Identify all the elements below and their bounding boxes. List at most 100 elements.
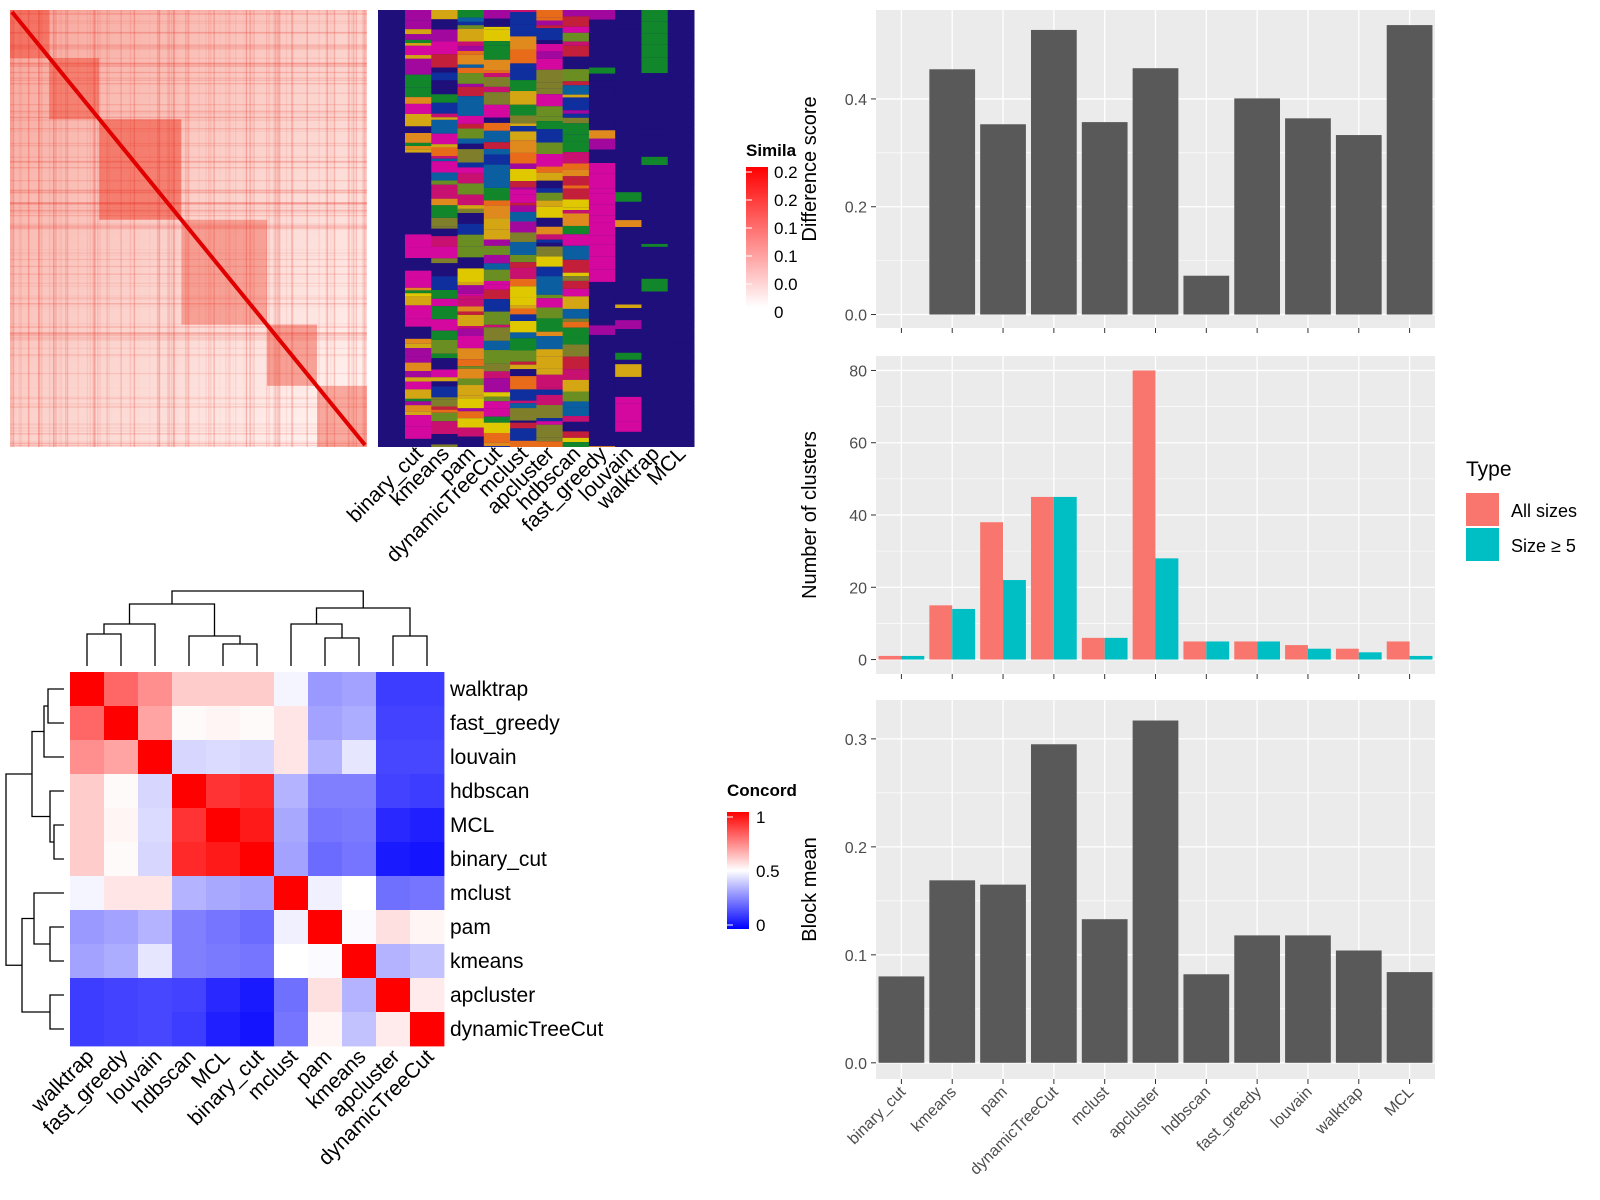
assignment-cell [615,415,642,422]
assignment-cell [536,58,564,70]
assignment-cell [562,163,590,170]
assignment-cell [641,352,669,363]
assignment-cell [641,327,669,339]
similarity-stripe [219,10,220,447]
assignment-cell [562,32,590,42]
concordance-cell [308,944,343,979]
assignment-cell [641,92,669,98]
assignment-cell [615,10,642,13]
assignment-cell [562,199,590,208]
similarity-stripe [10,144,367,147]
assignment-cell [431,444,459,447]
similarity-stripe [306,10,308,447]
assignment-cell [483,284,511,290]
assignment-cell [562,245,590,260]
similarity-stripe [10,440,367,443]
x-category-label: dynamicTreeCut [967,1083,1062,1178]
similarity-stripe [249,10,251,447]
assignment-cell [431,67,459,73]
dendrogram-branch [33,892,64,945]
assignment-cell [615,220,642,228]
similarity-stripe [10,20,367,22]
assignment-cell [667,419,695,427]
similarity-stripe [133,10,135,447]
concordance-cell [308,740,343,775]
assignment-cell [536,200,564,207]
concordance-cell [206,944,241,979]
concordance-legend-bar [727,812,749,929]
concordance-cell [376,978,411,1013]
similarity-stripe [273,10,276,447]
assignment-cell [457,205,485,209]
concordance-cell [104,1012,139,1047]
assignment-cell [641,57,669,68]
similarity-stripe [10,190,367,192]
assignment-cell [588,67,616,74]
assignment-cell [536,294,564,299]
similarity-stripe [157,10,159,447]
concordance-cell [274,978,309,1013]
assignment-cell [641,362,669,375]
concordance-cell [206,842,241,877]
assignment-cell [483,371,511,379]
assignment-cell [562,318,590,322]
assignment-cell [431,421,459,435]
assignment-cell [667,318,695,324]
assignment-cell [405,371,432,378]
assignment-cell [588,193,616,205]
assignment-cell [457,257,485,269]
concordance-cell [274,944,309,979]
assignment-cell [667,27,695,38]
assignment-cell [457,299,485,307]
similarity-stripe [10,430,367,432]
similarity-stripe [99,10,101,447]
concordance-cell [410,944,445,979]
assignment-cell [641,220,669,233]
assignment-cell [641,267,669,277]
bar-all-sizes [1234,641,1258,660]
assignment-cell [615,44,642,50]
assignment-cell [483,187,511,201]
similarity-stripe [10,142,367,145]
similarity-stripe [277,10,280,447]
concordance-cell [308,842,343,877]
bar-all-sizes [1285,645,1308,660]
similarity-stripe [276,10,279,447]
concordance-cell [172,740,207,775]
similarity-stripe [273,10,275,447]
assignment-cell [536,180,564,189]
similarity-stripe [10,48,367,50]
assignment-cell [536,17,564,21]
assignment-cell [536,246,564,250]
assignment-cell [615,320,642,330]
similarity-stripe [10,128,367,130]
assignment-cell [667,437,695,447]
x-category-label: pam [977,1084,1011,1118]
similarity-stripe [10,189,367,191]
assignment-cell [510,422,537,429]
assignment-cell [615,258,642,270]
bar-size5 [1358,652,1382,660]
concordance-cell [172,706,207,741]
type-legend-title: Type [1466,458,1512,481]
assignment-cell [588,204,616,216]
bar [929,880,976,1063]
assignment-cell [536,116,564,122]
concordance-cell [342,706,377,741]
assignment-cell [431,41,459,55]
assignment-cell [483,41,511,46]
assignment-cell [457,54,485,65]
assignment-cell [510,91,537,105]
assignment-cell [483,117,511,123]
concordance-cell [138,1012,173,1047]
assignment-cell [483,10,511,19]
dendrogram-branch [290,623,343,666]
assignment-cell [562,259,590,273]
assignment-cell [431,217,459,227]
concordance-cell [104,740,139,775]
assignment-cell [457,223,485,235]
assignment-cell [667,68,695,77]
assignment-cell [615,70,642,81]
similarity-legend-label: 0.2 [774,191,798,210]
similarity-stripe [329,10,332,447]
